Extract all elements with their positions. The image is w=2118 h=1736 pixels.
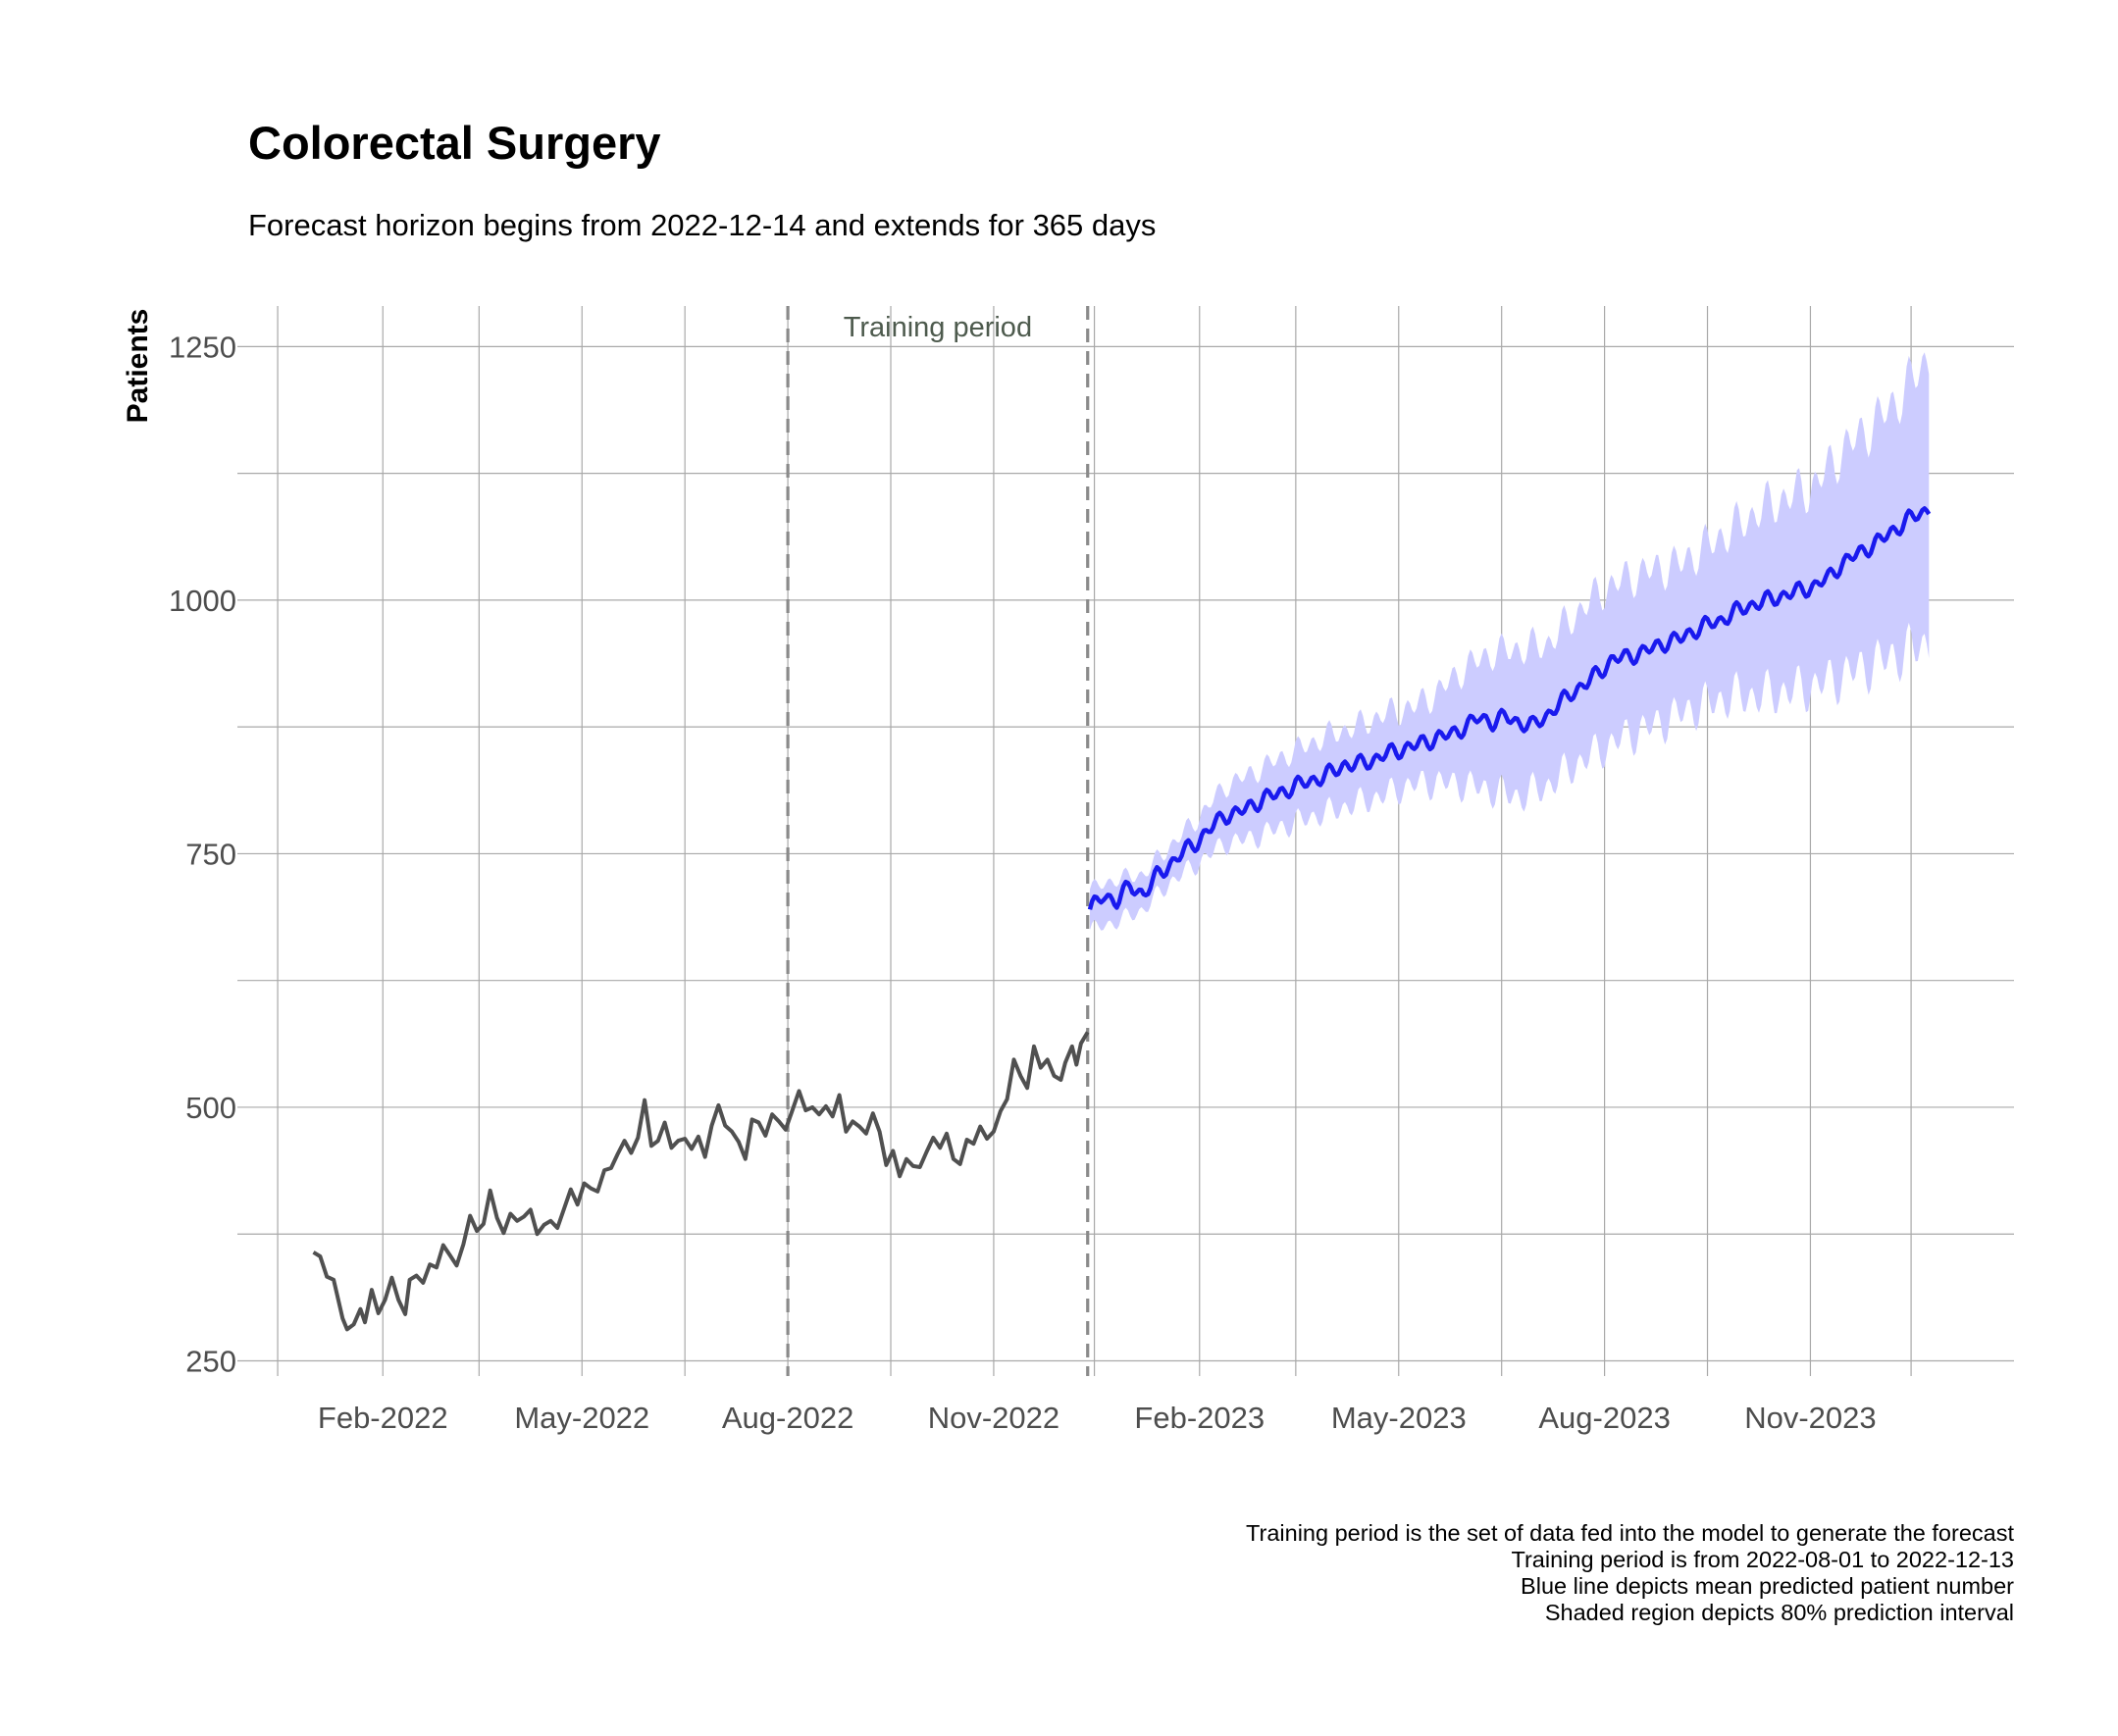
- x-tick-label: Feb-2022: [318, 1401, 448, 1435]
- x-tick-label: Feb-2023: [1134, 1401, 1265, 1435]
- x-tick-label: May-2023: [1331, 1401, 1467, 1435]
- x-tick-label: May-2022: [514, 1401, 649, 1435]
- training-period-annotation: Training period: [844, 312, 1032, 343]
- prediction-interval-band: [1090, 352, 1930, 931]
- caption-line-1: Training period is the set of data fed i…: [1246, 1520, 2014, 1546]
- y-tick-label: 500: [185, 1091, 236, 1125]
- training-period-lines: [786, 306, 1090, 1376]
- forecast-mean-line: [1087, 506, 1932, 910]
- prediction-band-layer: [1090, 352, 1930, 931]
- chart-title: Colorectal Surgery: [248, 117, 661, 169]
- x-tick-label: Aug-2022: [722, 1401, 853, 1435]
- y-tick-label: 750: [185, 837, 236, 871]
- y-tick-label: 1000: [169, 584, 236, 618]
- caption-block: Training period is the set of data fed i…: [1246, 1520, 2014, 1625]
- x-tick-label: Nov-2023: [1744, 1401, 1876, 1435]
- chart-subtitle: Forecast horizon begins from 2022-12-14 …: [248, 208, 1156, 242]
- y-tick-label: 1250: [169, 330, 236, 364]
- caption-line-4: Shaded region depicts 80% prediction int…: [1545, 1600, 2014, 1625]
- historical-series-line: [312, 1031, 1090, 1332]
- x-tick-label: Aug-2023: [1538, 1401, 1670, 1435]
- gridlines: [237, 306, 2014, 1376]
- y-axis-label: Patients: [122, 309, 154, 424]
- tick-labels: 250 500 750 1000 1250 Feb-2022 May-2022 Aug-202…: [169, 330, 1877, 1435]
- y-tick-label: 250: [185, 1344, 236, 1378]
- caption-line-3: Blue line depicts mean predicted patient…: [1521, 1573, 2014, 1599]
- series-layer: [312, 506, 1932, 1332]
- x-tick-label: Nov-2022: [928, 1401, 1059, 1435]
- caption-line-2: Training period is from 2022-08-01 to 20…: [1511, 1547, 2014, 1572]
